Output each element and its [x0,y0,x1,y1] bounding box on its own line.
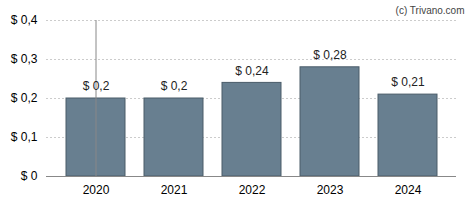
svg-text:2022: 2022 [239,183,266,197]
svg-text:(c) Trivano.com: (c) Trivano.com [396,5,465,16]
svg-text:$ 0,2: $ 0,2 [83,79,110,93]
svg-text:$ 0,24: $ 0,24 [235,64,269,78]
svg-text:$ 0,1: $ 0,1 [11,130,38,144]
svg-text:$ 0,28: $ 0,28 [313,48,347,62]
svg-text:2024: 2024 [395,183,422,197]
svg-text:$ 0,4: $ 0,4 [11,13,38,27]
svg-text:2021: 2021 [161,183,188,197]
svg-text:$ 0,2: $ 0,2 [161,79,188,93]
svg-text:$ 0,3: $ 0,3 [11,52,38,66]
svg-text:$ 0,21: $ 0,21 [391,75,425,89]
svg-text:2020: 2020 [83,183,110,197]
svg-text:$ 0: $ 0 [21,169,38,183]
svg-text:2023: 2023 [317,183,344,197]
svg-text:$ 0,2: $ 0,2 [11,91,38,105]
